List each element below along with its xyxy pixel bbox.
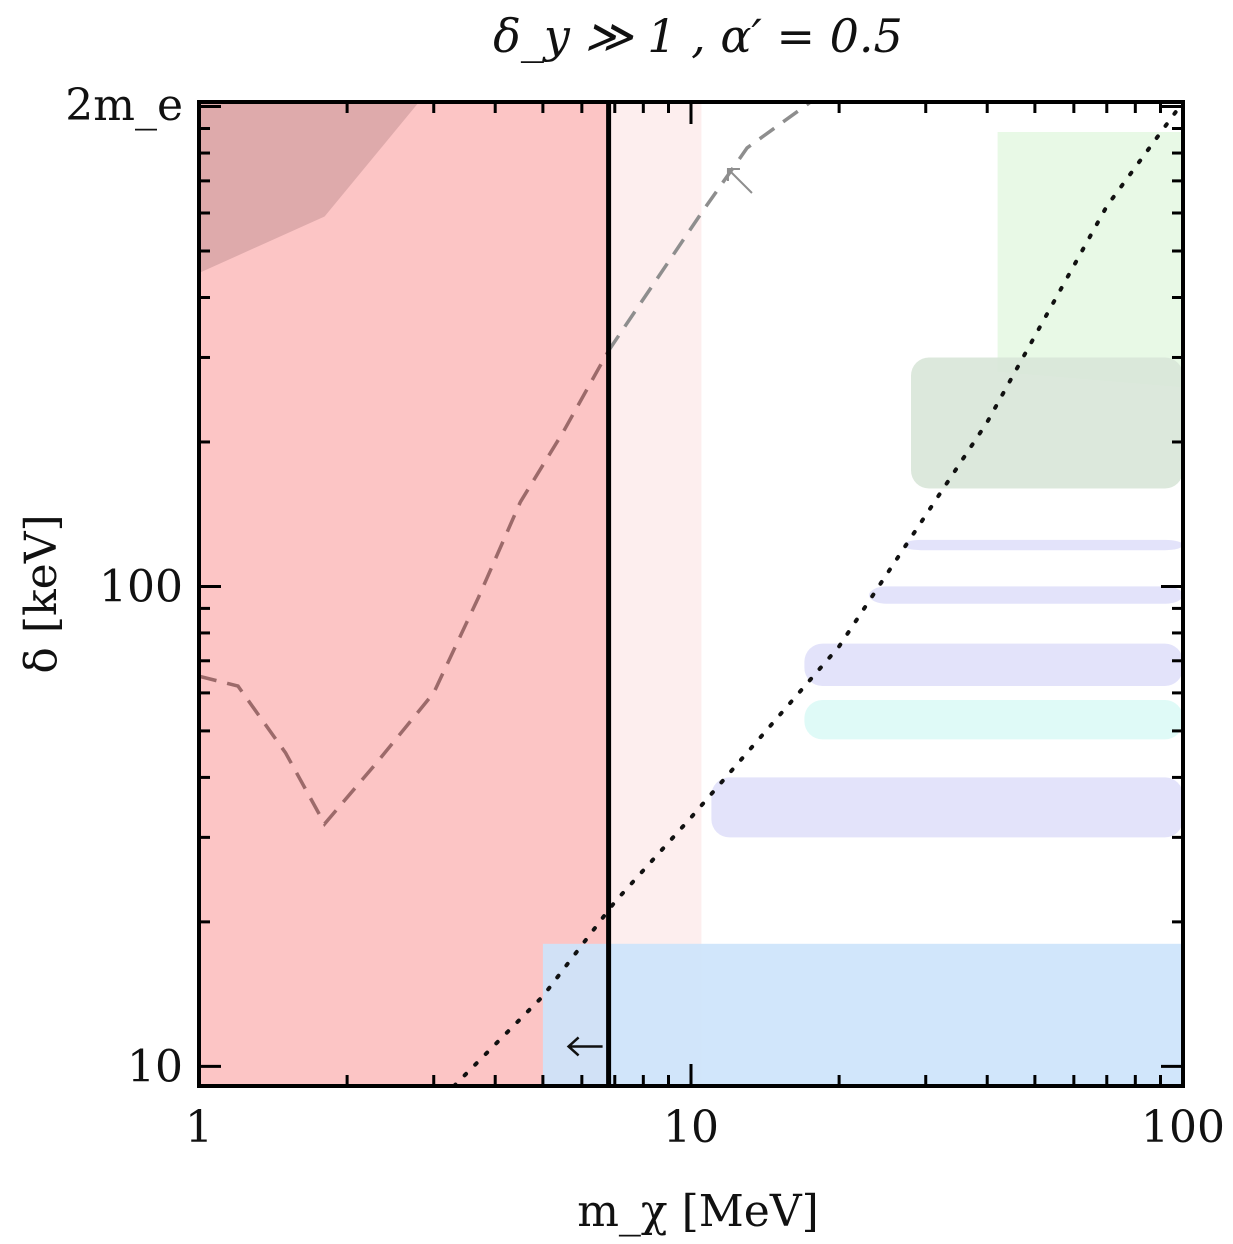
region-dark-region-2 xyxy=(199,102,419,273)
y-tick-label-0: 10 xyxy=(127,1041,183,1092)
chart-title: δ_y ≫ 1 , α′ = 0.5 xyxy=(493,9,903,63)
y-axis-title: δ [keV] xyxy=(16,514,67,673)
region-cyan-7 xyxy=(804,700,1183,740)
x-tick-label-0: 1 xyxy=(185,1102,213,1153)
region-lavender-9 xyxy=(869,586,1183,604)
dashed-curve-0 xyxy=(199,349,611,827)
x-tick-label-1: 10 xyxy=(663,1102,719,1153)
dashed-curve-1 xyxy=(607,102,812,352)
region-lavender-6 xyxy=(711,777,1183,838)
x-axis-title: m_χ [MeV] xyxy=(577,1186,819,1237)
shaded-regions xyxy=(199,102,1183,1086)
arrow-left-icon xyxy=(566,1036,603,1057)
region-excluded-light-red-1 xyxy=(608,102,702,1086)
region-lavender-10 xyxy=(903,539,1183,551)
annotations xyxy=(566,168,753,1057)
region-lavender-8 xyxy=(804,643,1183,686)
region-excluded-red-0 xyxy=(199,102,609,1086)
axes-frame xyxy=(197,100,1185,1088)
y-tick-label-2: 2m_e xyxy=(65,80,183,131)
arrow-up-left-icon xyxy=(726,168,753,194)
region-blue-5 xyxy=(542,943,1183,1086)
region-green-grey-4 xyxy=(911,357,1183,489)
region-green-light-3 xyxy=(997,132,1183,388)
curves xyxy=(199,102,1183,1086)
y-tick-label-1: 100 xyxy=(99,561,183,612)
x-tick-label-2: 100 xyxy=(1141,1102,1225,1153)
